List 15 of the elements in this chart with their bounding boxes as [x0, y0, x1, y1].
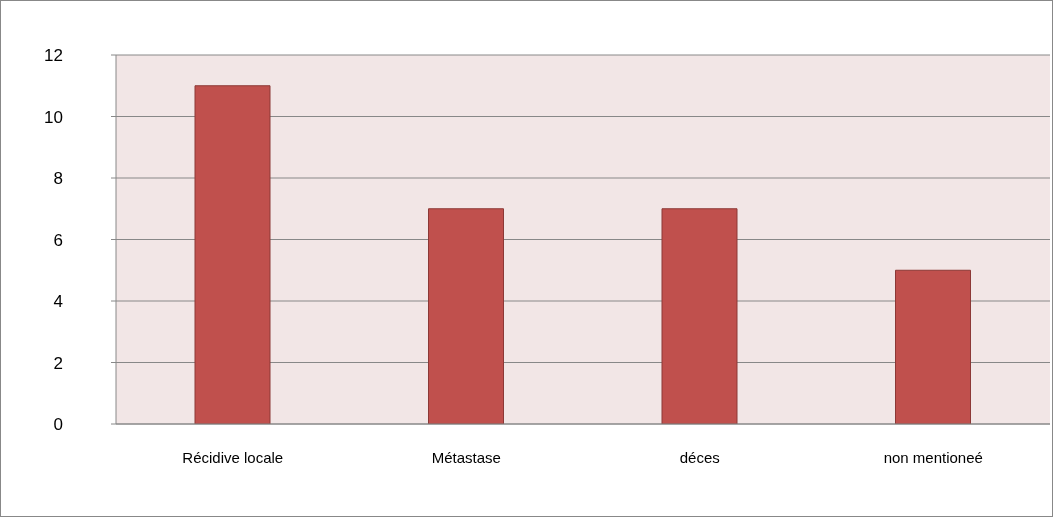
y-tick-label: 2	[53, 353, 63, 373]
y-tick-label: 6	[53, 230, 63, 250]
x-tick-label: non mentioneé	[883, 448, 983, 466]
bar	[661, 208, 738, 424]
x-tick-label: déces	[679, 448, 720, 466]
bar	[428, 208, 504, 424]
x-tick-label: Métastase	[431, 448, 501, 466]
y-tick-label: 8	[53, 169, 63, 189]
bar	[895, 269, 971, 424]
x-tick-label: Récidive locale	[182, 448, 284, 466]
y-tick-label: 4	[53, 292, 63, 312]
y-tick-label: 12	[44, 46, 63, 66]
y-tick-label: 0	[53, 415, 63, 435]
y-tick-label: 10	[44, 107, 63, 127]
bar	[194, 85, 271, 424]
